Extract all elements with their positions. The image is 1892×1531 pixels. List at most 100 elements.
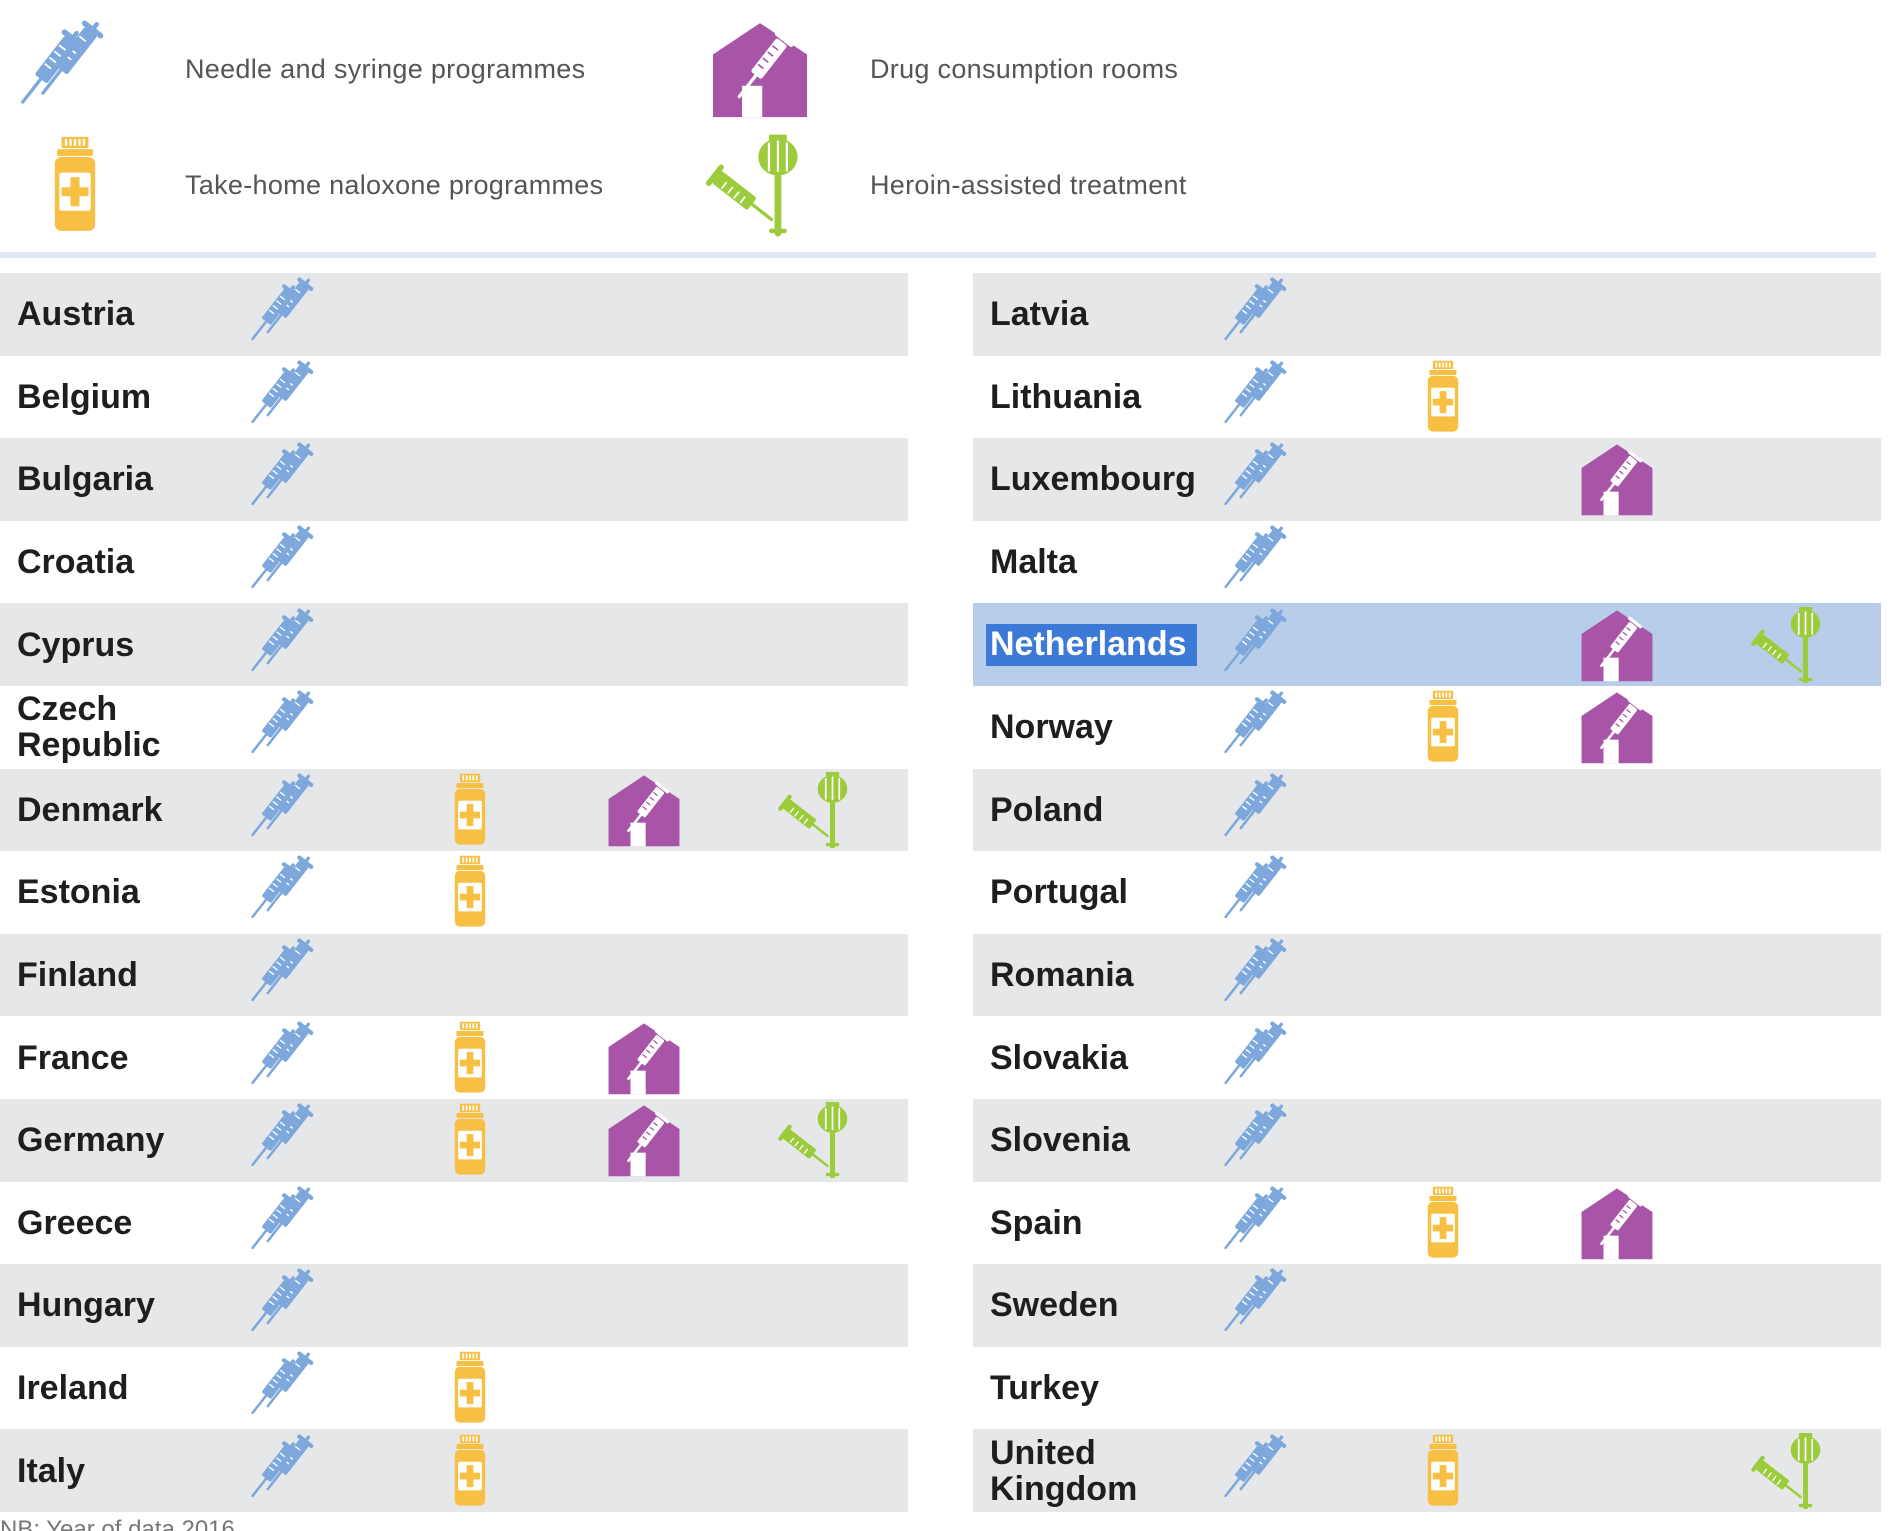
legend-needle-syringe: Needle and syringe programmes: [15, 14, 585, 124]
country-name: Portugal: [990, 873, 1128, 912]
syringe-pair-icon: [246, 853, 338, 931]
country-row: Cyprus: [0, 603, 908, 686]
syringe-pair-icon: [246, 275, 338, 353]
syringe-pair-icon: [251, 1021, 314, 1084]
syringe-pair-icon: [1219, 771, 1311, 849]
naloxone-bottle-icon: [454, 1103, 486, 1175]
country-row: France: [0, 1016, 908, 1099]
house-syringe-icon: [1581, 692, 1653, 764]
country-name: Germany: [17, 1121, 165, 1160]
naloxone-bottle-icon: [454, 1351, 486, 1423]
country-row: Bulgaria: [0, 438, 908, 521]
syringe-pair-icon: [1219, 1184, 1311, 1262]
naloxone-bottle-icon: [454, 773, 486, 845]
naloxone-bottle-icon: [424, 771, 516, 849]
country-name: Ireland: [17, 1369, 129, 1408]
country-row: Portugal: [973, 851, 1881, 934]
legend: Needle and syringe programmes Drug consu…: [0, 0, 1892, 250]
country-row: Poland: [973, 768, 1881, 852]
naloxone-bottle-icon: [54, 136, 96, 231]
syringe-pair-icon: [1224, 1103, 1287, 1167]
house-syringe-icon: [1581, 444, 1653, 516]
syringe-pair-icon: [1224, 1021, 1287, 1084]
naloxone-bottle-icon: [424, 1432, 516, 1510]
country-name: Netherlands: [986, 623, 1197, 666]
country-name: Turkey: [990, 1369, 1099, 1408]
syringe-pair-icon: [21, 20, 104, 104]
country-row: Lithuania: [973, 356, 1881, 439]
country-name: Belgium: [17, 377, 152, 416]
poppy-syringe-icon: [1751, 606, 1821, 683]
legend-label-dcr: Drug consumption rooms: [870, 53, 1179, 84]
syringe-pair-icon: [251, 690, 314, 754]
house-syringe-icon: [1581, 1188, 1653, 1260]
syringe-pair-icon: [246, 771, 338, 849]
country-row: Romania: [973, 933, 1881, 1017]
syringe-pair-icon: [1224, 1186, 1287, 1249]
country-name: Czech Republic: [17, 690, 161, 765]
house-syringe-icon: [608, 1023, 680, 1094]
syringe-pair-icon: [1224, 277, 1287, 341]
syringe-pair-icon: [1224, 608, 1287, 671]
poppy-syringe-icon: [705, 134, 798, 237]
poppy-syringe-icon: [1746, 1432, 1838, 1510]
house-syringe-icon: [598, 1101, 690, 1179]
house-syringe-icon: [1571, 688, 1663, 766]
poppy-syringe-icon: [773, 1101, 865, 1179]
house-syringe-icon: [1571, 1184, 1663, 1262]
syringe-pair-icon: [246, 1184, 338, 1262]
poppy-syringe-icon: [1751, 1432, 1821, 1509]
syringe-pair-icon: [1219, 1019, 1311, 1097]
poppy-syringe-icon: [773, 771, 865, 849]
syringe-pair-icon: [1224, 773, 1287, 837]
country-name: Estonia: [17, 873, 140, 912]
country-row: Czech Republic: [0, 686, 908, 769]
naloxone-bottle-icon: [454, 856, 486, 928]
naloxone-bottle-icon: [454, 1021, 486, 1093]
house-syringe-icon: [1581, 610, 1653, 681]
syringe-pair-icon: [1219, 936, 1311, 1014]
legend-label-nsp: Needle and syringe programmes: [185, 53, 586, 84]
country-row: Germany: [0, 1098, 908, 1182]
syringe-pair-icon: [251, 608, 314, 671]
legend-label-thn: Take-home naloxone programmes: [185, 169, 604, 200]
house-syringe-icon: [1571, 606, 1663, 684]
syringe-pair-icon: [251, 1434, 314, 1497]
house-syringe-icon: [608, 775, 680, 847]
syringe-pair-icon: [1224, 938, 1287, 1002]
country-row: Luxembourg: [973, 438, 1881, 521]
poppy-syringe-icon: [778, 771, 848, 848]
country-name: Finland: [17, 956, 138, 995]
syringe-pair-icon: [246, 1019, 338, 1097]
house-syringe-icon: [598, 1019, 690, 1097]
syringe-pair-icon: [251, 1186, 314, 1249]
country-row: Greece: [0, 1182, 908, 1265]
naloxone-bottle-icon: [424, 1019, 516, 1097]
country-name: Malta: [990, 543, 1077, 582]
country-row: Estonia: [0, 851, 908, 934]
country-row: Austria: [0, 273, 908, 356]
divider: [0, 252, 1876, 258]
syringe-pair-icon: [251, 442, 314, 506]
syringe-pair-icon: [246, 1432, 338, 1510]
country-name: France: [17, 1038, 129, 1077]
syringe-pair-icon: [246, 936, 338, 1014]
legend-drug-consumption-rooms: Drug consumption rooms: [700, 14, 1178, 124]
country-name: Norway: [990, 708, 1113, 747]
syringe-pair-icon: [246, 358, 338, 436]
naloxone-bottle-icon: [1397, 358, 1489, 436]
country-row: Norway: [973, 686, 1881, 769]
syringe-pair-icon: [246, 1101, 338, 1179]
country-name: Poland: [990, 790, 1104, 829]
syringe-pair-icon: [246, 1349, 338, 1427]
country-row: Finland: [0, 933, 908, 1017]
syringe-pair-icon: [251, 1268, 314, 1332]
syringe-pair-icon: [1219, 606, 1311, 684]
country-list-left: Austria: [0, 273, 908, 1512]
country-name: Denmark: [17, 790, 163, 829]
house-syringe-icon: [700, 14, 820, 124]
country-row: Croatia: [0, 521, 908, 604]
syringe-pair-icon: [251, 1103, 314, 1167]
country-name: Croatia: [17, 543, 135, 582]
country-name: Slovenia: [990, 1121, 1130, 1160]
